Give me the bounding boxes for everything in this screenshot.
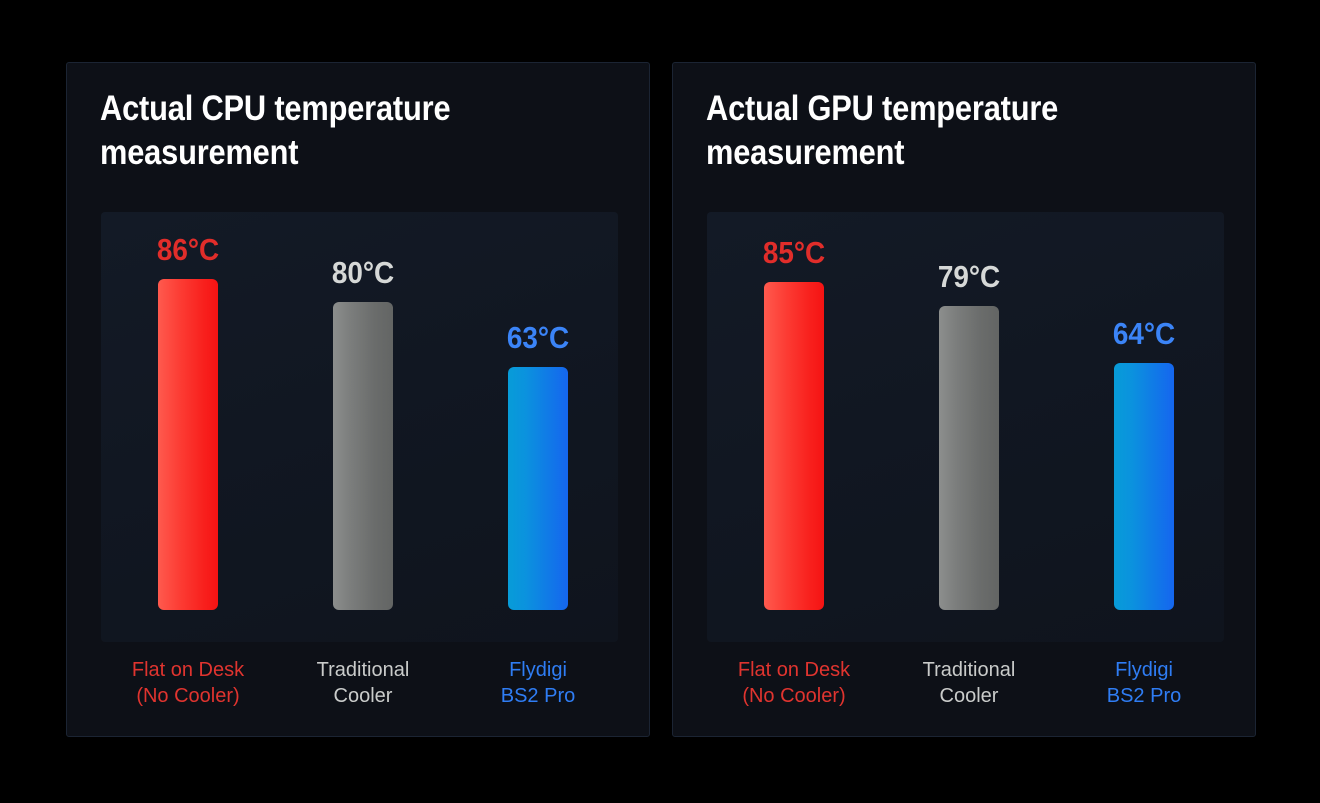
- cpu-category-labels: Flat on Desk (No Cooler) Traditional Coo…: [101, 657, 618, 727]
- gpu-bar-flat-on-desk: [764, 282, 824, 610]
- cpu-bar-slot-flat-on-desk: 86°C: [157, 234, 219, 610]
- cpu-bar-traditional-cooler: [333, 302, 393, 610]
- gpu-category-label-traditional-cooler: Traditional Cooler: [922, 659, 1016, 707]
- gpu-category-labels: Flat on Desk (No Cooler) Traditional Coo…: [707, 657, 1224, 727]
- gpu-bar-value-flat-on-desk: 85°C: [762, 235, 826, 270]
- gpu-category-label-flydigi-bs2-pro: Flydigi BS2 Pro: [1106, 659, 1182, 707]
- cpu-card-title: Actual CPU temperature measurement: [100, 89, 451, 172]
- cpu-bar-value-flydigi-bs2-pro: 63°C: [506, 320, 570, 355]
- gpu-bar-value-flydigi-bs2-pro: 64°C: [1112, 316, 1176, 351]
- gpu-bar-slot-flydigi-bs2-pro: 64°C: [1113, 240, 1175, 610]
- cpu-chart-plot-area: 86°C 80°C 63°C: [101, 212, 618, 642]
- gpu-category-label-flat-on-desk: Flat on Desk (No Cooler): [737, 659, 851, 707]
- cpu-category-label-flydigi-bs2-pro: Flydigi BS2 Pro: [500, 659, 576, 707]
- gpu-bar-value-traditional-cooler: 79°C: [937, 259, 1001, 294]
- cpu-bar-value-flat-on-desk: 86°C: [156, 232, 220, 267]
- gpu-card-title: Actual GPU temperature measurement: [706, 89, 1059, 172]
- cpu-bar-slot-traditional-cooler: 80°C: [332, 240, 394, 610]
- cpu-bar-group: 86°C 80°C 63°C: [101, 212, 618, 642]
- gpu-bar-group: 85°C 79°C 64°C: [707, 212, 1224, 642]
- cpu-temperature-card: Actual CPU temperature measurement 86°C …: [66, 62, 650, 737]
- gpu-bar-flydigi-bs2-pro: [1114, 363, 1174, 610]
- cpu-bar-flydigi-bs2-pro: [508, 367, 568, 610]
- cpu-bar-slot-flydigi-bs2-pro: 63°C: [507, 240, 569, 610]
- cpu-category-label-traditional-cooler: Traditional Cooler: [316, 659, 410, 707]
- cpu-bar-flat-on-desk: [158, 279, 218, 610]
- gpu-temperature-card: Actual GPU temperature measurement 85°C …: [672, 62, 1256, 737]
- cpu-bar-value-traditional-cooler: 80°C: [331, 255, 395, 290]
- cpu-category-label-flat-on-desk: Flat on Desk (No Cooler): [131, 659, 245, 707]
- gpu-chart-plot-area: 85°C 79°C 64°C: [707, 212, 1224, 642]
- gpu-bar-slot-traditional-cooler: 79°C: [938, 240, 1000, 610]
- gpu-bar-slot-flat-on-desk: 85°C: [763, 237, 825, 610]
- gpu-bar-traditional-cooler: [939, 306, 999, 610]
